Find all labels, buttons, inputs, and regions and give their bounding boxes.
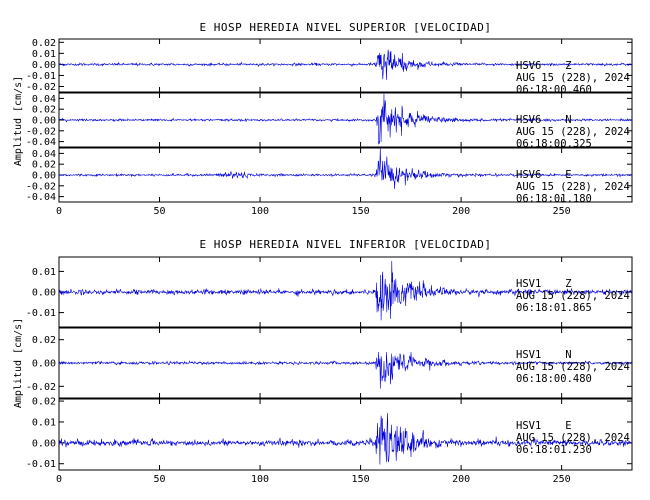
y-tick-label: -0.02 [26,82,56,93]
x-tick-label: 150 [352,206,370,217]
y-tick-label: 0.00 [32,359,56,370]
trace-date: AUG 15 (228), 2024 [516,432,630,444]
trace-time: 06:18:00.325 [516,138,592,150]
station-label: HSV6 Z [516,60,572,72]
station-code: HSV1 [516,349,541,361]
y-tick-label: 0.02 [32,397,56,408]
station-label: HSV1 E [516,420,572,432]
trace-time: 06:18:01.865 [516,302,592,314]
trace-date: AUG 15 (228), 2024 [516,361,630,373]
x-tick-label: 100 [251,206,269,217]
y-tick-label: 0.00 [32,438,56,449]
station-code: HSV6 [516,169,541,181]
waveform-trace [58,412,633,465]
trace-time: 06:18:01.180 [516,193,592,205]
x-tick-label: 0 [56,474,62,485]
x-tick-label: 250 [553,206,571,217]
y-tick-label: 0.00 [32,116,56,127]
y-tick-label: 0.02 [32,335,56,346]
y-tick-label: 0.00 [32,171,56,182]
component-code: Z [565,278,571,290]
trace-date: AUG 15 (228), 2024 [516,290,630,302]
y-tick-label: 0.01 [32,267,56,278]
y-tick-label: -0.02 [26,181,56,192]
y-tick-label: 0.02 [32,105,56,116]
chart-title: E HOSP HEREDIA NIVEL INFERIOR [VELOCIDAD… [199,238,491,251]
waveform-trace [58,147,633,190]
component-code: N [565,114,571,126]
station-label: HSV1 Z [516,278,572,290]
panel-frame [58,398,633,471]
waveform-trace [58,93,633,145]
trace-date: AUG 15 (228), 2024 [516,126,630,138]
x-tick-label: 200 [452,474,470,485]
y-tick-label: -0.01 [26,459,56,470]
y-tick-label: 0.01 [32,49,56,60]
x-tick-label: 150 [352,474,370,485]
y-tick-label: 0.04 [32,149,56,160]
chart-group-2: E HOSP HEREDIA NIVEL INFERIOR [VELOCIDAD… [13,238,633,485]
x-tick-label: 50 [154,206,166,217]
x-tick-label: 50 [154,474,166,485]
waveform-trace [58,352,633,389]
component-code: Z [565,60,571,72]
trace-time: 06:18:00.480 [516,373,592,385]
trace-time: 06:18:01.230 [516,444,592,456]
x-tick-label: 100 [251,474,269,485]
component-code: N [565,349,571,361]
x-tick-label: 250 [553,474,571,485]
y-tick-label: -0.04 [26,137,56,148]
chart-group-1: E HOSP HEREDIA NIVEL SUPERIOR [VELOCIDAD… [13,21,633,217]
station-label: HSV1 N [516,349,572,361]
y-tick-label: 0.00 [32,288,56,299]
station-code: HSV6 [516,60,541,72]
station-code: HSV1 [516,420,541,432]
station-label: HSV6 E [516,169,572,181]
trace-date: AUG 15 (228), 2024 [516,72,630,84]
station-label: HSV6 N [516,114,572,126]
y-tick-label: 0.01 [32,417,56,428]
y-tick-label: 0.02 [32,160,56,171]
y-axis-label: Amplitud [cm/s] [13,318,24,408]
y-tick-label: -0.04 [26,192,56,203]
trace-date: AUG 15 (228), 2024 [516,181,630,193]
station-code: HSV1 [516,278,541,290]
component-code: E [565,420,571,432]
y-tick-label: -0.02 [26,382,56,393]
y-tick-label: 0.00 [32,60,56,71]
x-tick-label: 0 [56,206,62,217]
waveform-trace [58,260,633,321]
panel-frame [58,38,633,93]
trace-time: 06:18:00.460 [516,84,592,96]
y-tick-label: -0.01 [26,71,56,82]
component-code: E [565,169,571,181]
chart-title: E HOSP HEREDIA NIVEL SUPERIOR [VELOCIDAD… [199,21,491,34]
waveform-trace [58,49,633,80]
y-tick-label: 0.02 [32,38,56,49]
y-axis-label: Amplitud [cm/s] [13,76,24,166]
y-tick-label: -0.02 [26,126,56,137]
x-tick-label: 200 [452,206,470,217]
station-code: HSV6 [516,114,541,126]
y-tick-label: -0.01 [26,308,56,319]
y-tick-label: 0.04 [32,94,56,105]
